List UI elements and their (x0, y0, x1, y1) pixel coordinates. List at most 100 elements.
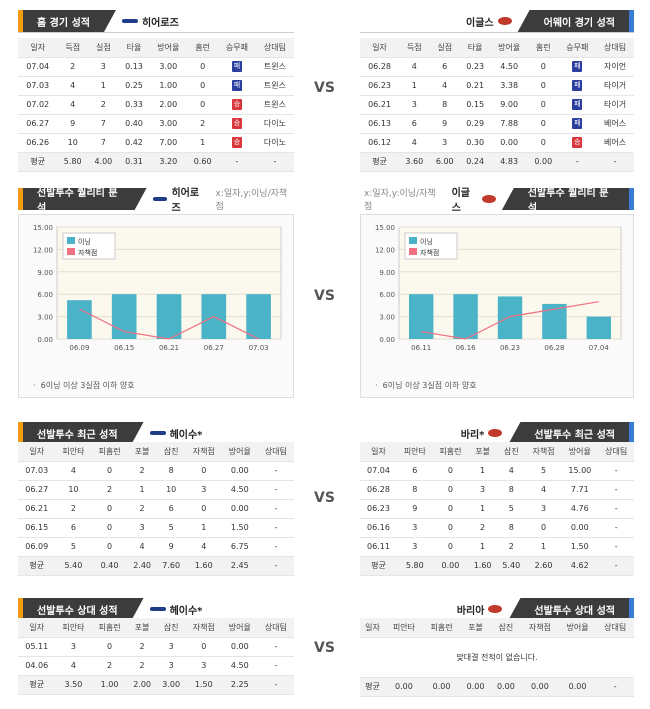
table-cell: 0 (432, 480, 469, 500)
earned-runs-line (421, 301, 599, 340)
table-cell: 3 (185, 480, 222, 500)
table-cell: 0.00 (221, 637, 258, 657)
table-row: 06.26 10 7 0.42 7.00 1 승 다이노 (18, 133, 294, 153)
table-cell: 0 (91, 637, 128, 657)
table-cell: 07.04 (18, 57, 58, 77)
table-cell: 9.00 (490, 95, 529, 115)
table-row: 06.11 3 0 1 2 1 1.50- (360, 537, 634, 557)
quality-left-team: 히어로즈 (171, 188, 200, 214)
matchup-left-table: 일자 피안타 피홈런 포볼 삼진 자책점 방어율 상대팀 05.11 3 0 2 3 0 0.00-04.0… (18, 618, 294, 695)
recent-right-pitcher: 바리* (460, 429, 485, 441)
table-cell: 타이거 (596, 95, 634, 115)
column-header: 삼진 (490, 618, 522, 638)
table-cell: 0.25 (118, 76, 150, 96)
table-cell: - (598, 537, 634, 557)
table-row: 06.21 2 0 2 6 0 0.00- (18, 499, 294, 519)
average-cell: 0.00 (422, 677, 461, 697)
x-tick-label: 06.27 (204, 344, 224, 352)
table-cell: 07.02 (18, 95, 58, 115)
quality-left-note-text: 6이닝 이상 3실점 이하 양호 (40, 381, 135, 390)
average-cell: 4.62 (561, 556, 599, 576)
table-cell: 06.23 (360, 76, 400, 96)
table-cell: 9 (429, 114, 460, 134)
column-header: 삼진 (156, 618, 186, 638)
average-cell: 1.60 (468, 556, 497, 576)
heroes-logo-icon (149, 431, 166, 435)
quality-right-chart: 15.00 12.00 9.00 6.00 3.00 0.00 06.11 06.16 06.2… (375, 224, 622, 352)
table-cell: 0 (187, 95, 218, 115)
column-header: 피홈런 (422, 618, 461, 638)
table-row: 06.27 9 7 0.40 3.00 2 승 다이노 (18, 114, 294, 134)
table-row: 06.15 6 0 3 5 1 1.50- (18, 518, 294, 538)
table-cell: 1.50 (561, 537, 599, 557)
table-row: 07.02 4 2 0.33 2.00 0 승 트윈스 (18, 95, 294, 115)
table-row: 06.21 3 8 0.15 9.00 0 패 타이거 (360, 95, 634, 115)
table-cell: 3 (88, 57, 119, 77)
column-header: 일자 (18, 38, 58, 58)
table-cell: 8 (429, 95, 460, 115)
column-header: 방어율 (149, 38, 188, 58)
column-header: 실점 (88, 38, 119, 58)
column-header: 피안타 (55, 618, 92, 638)
table-cell: 06.26 (18, 133, 58, 153)
table-cell: 0 (528, 95, 559, 115)
table-cell: 7 (88, 133, 119, 153)
table-header-row: 일자 득점 실점 타율 방어율 홈런 승무패 상대팀 (18, 38, 294, 58)
table-cell: 9 (57, 114, 89, 134)
column-header: 자책점 (525, 442, 562, 462)
recent-right-tab: 선발투수 최근 성적 (508, 422, 634, 444)
table-cell: - (598, 461, 634, 481)
table-cell: 0 (185, 461, 222, 481)
table-cell: 7.71 (561, 480, 599, 500)
table-cell: 0.00 (490, 133, 529, 153)
average-row: 평균 0.00 0.00 0.00 0.00 0.00 0.00- (360, 677, 634, 697)
column-header: 방어율 (221, 442, 258, 462)
column-header: 상대팀 (596, 618, 634, 638)
result-badge: 승 (572, 137, 583, 148)
table-cell: 0 (432, 537, 469, 557)
column-header: 피홈런 (91, 442, 128, 462)
average-cell: 4.83 (490, 152, 529, 172)
table-cell: 3 (156, 656, 186, 676)
x-tick-label: 06.11 (411, 344, 431, 352)
table-cell: 1 (468, 461, 497, 481)
innings-bar (542, 303, 567, 339)
table-cell: 4 (55, 461, 92, 481)
eagles-logo-icon (497, 17, 512, 25)
average-cell: 3.50 (55, 675, 92, 695)
table-cell: 2 (127, 637, 157, 657)
table-cell: 7.88 (490, 114, 529, 134)
table-cell: 베어스 (596, 114, 634, 134)
table-cell: 승 (217, 95, 256, 115)
table-cell: 4 (399, 133, 430, 153)
average-row: 평균 5.80 0.00 1.60 5.40 2.60 4.62- (360, 556, 634, 576)
y-tick-label: 6.00 (37, 291, 53, 299)
table-cell: 6 (396, 461, 433, 481)
table-cell: 승 (217, 133, 256, 153)
average-cell: 0.31 (118, 152, 150, 172)
x-tick-label: 06.23 (500, 344, 520, 352)
table-row: 06.27 10 2 1 10 3 4.50- (18, 480, 294, 500)
home-record-table: 일자 득점 실점 타율 방어율 홈런 승무패 상대팀 07.04 2 3 0.13 3.00 0 패 트윈스 0… (18, 38, 294, 172)
result-badge: 패 (231, 61, 242, 72)
column-header: 타율 (118, 38, 150, 58)
column-header: 상대팀 (598, 442, 634, 462)
column-header: 방어율 (561, 442, 599, 462)
average-cell: 1.00 (91, 675, 128, 695)
column-header: 포볼 (460, 618, 491, 638)
table-cell: 3 (429, 133, 460, 153)
matchup-left-pitcher: 헤이수* (169, 605, 203, 617)
table-cell: 3 (396, 518, 433, 538)
table-cell: 06.09 (18, 537, 56, 557)
quality-right-panel: x:일자,y:이닝/자책점 이글스 선발투수 퀄리티 분석 15.00 12.00… (360, 188, 634, 398)
result-badge: 패 (572, 99, 583, 110)
table-cell: - (257, 480, 294, 500)
legend-innings-label: 이닝 (420, 237, 433, 246)
table-cell: 07.04 (360, 461, 397, 481)
table-cell: 4 (185, 537, 222, 557)
table-cell: 0 (91, 518, 128, 538)
table-cell: 0 (528, 76, 559, 96)
table-cell: 06.21 (18, 499, 56, 519)
table-cell: 3 (185, 656, 222, 676)
recent-right-table: 일자 피안타 피홈런 포볼 삼진 자책점 방어율 상대팀 07.04 6 0 1 4 5 15.00-06.… (360, 442, 634, 576)
